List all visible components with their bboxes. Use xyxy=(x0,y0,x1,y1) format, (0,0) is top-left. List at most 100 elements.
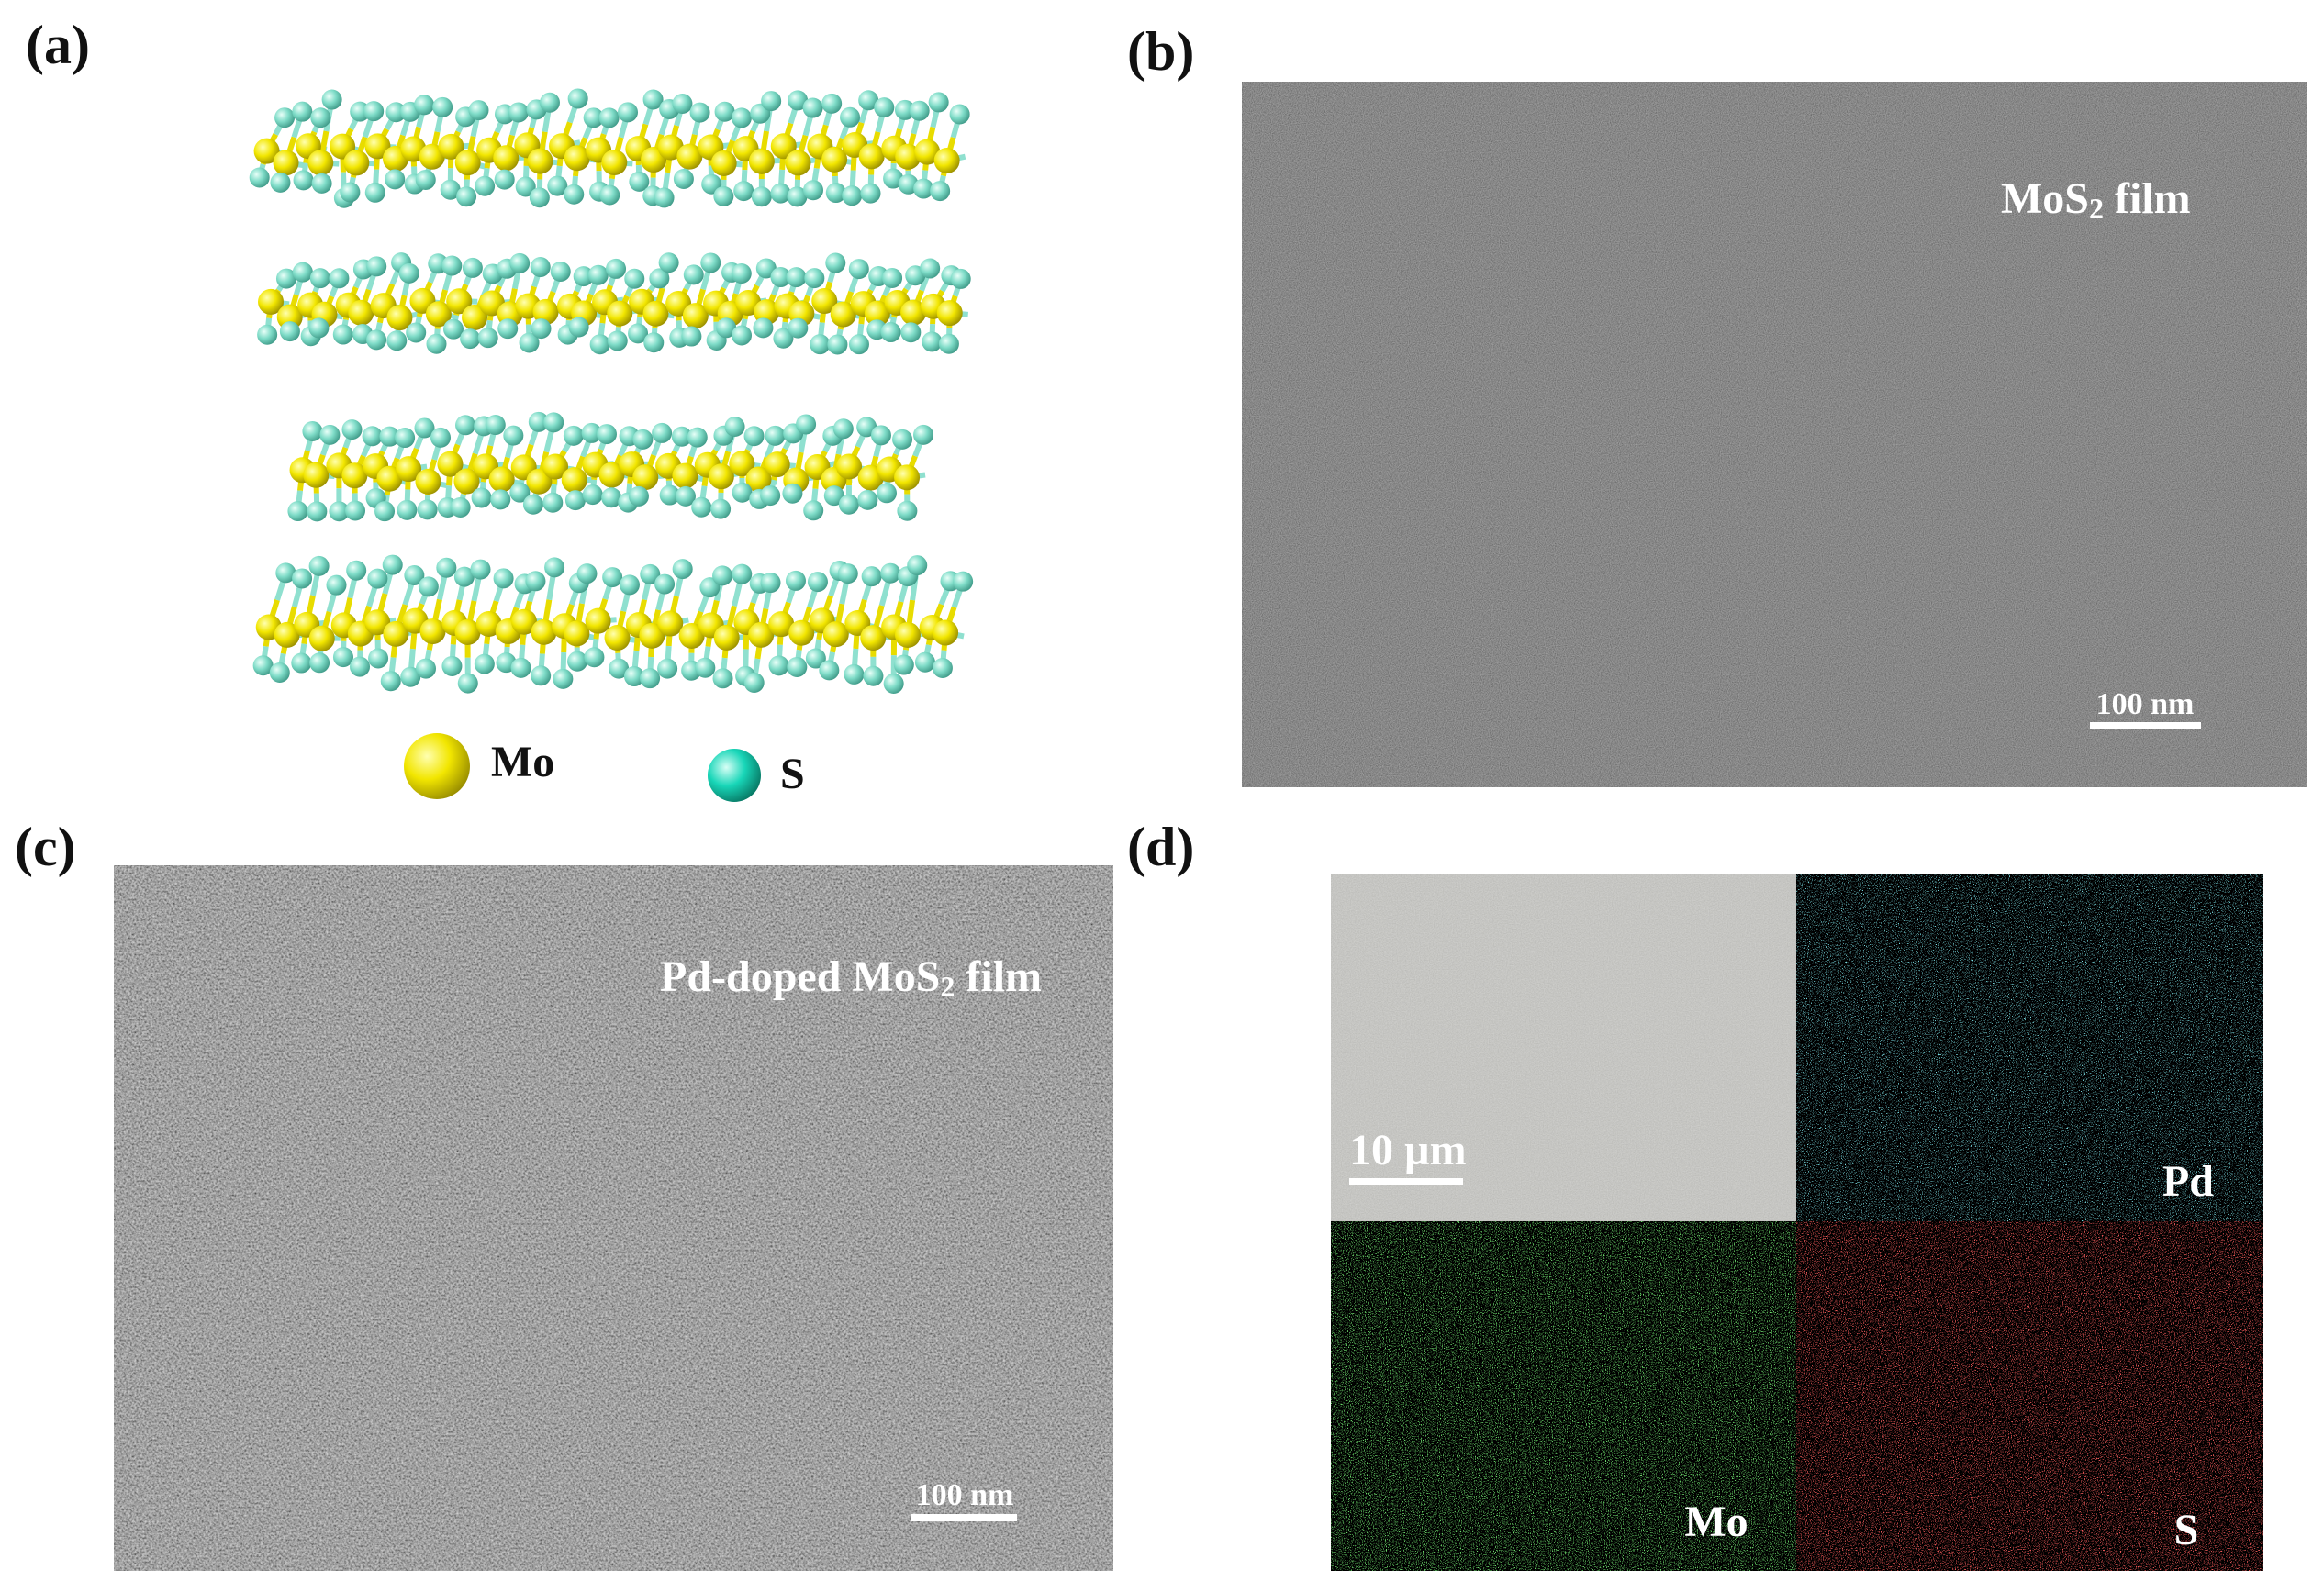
s-atom xyxy=(321,89,342,110)
s-atom xyxy=(430,427,452,448)
s-atom xyxy=(436,557,457,578)
s-atom xyxy=(257,324,278,345)
mo-atom xyxy=(527,148,553,174)
mo-atom xyxy=(343,150,370,176)
s-atom xyxy=(364,182,385,203)
s-atom xyxy=(543,412,564,433)
s-atom xyxy=(932,657,953,678)
mo-atom xyxy=(894,464,921,491)
s-atom xyxy=(474,653,495,674)
s-atom xyxy=(292,568,313,589)
mo-atom xyxy=(561,467,587,494)
s-atom xyxy=(332,647,353,668)
s-atom xyxy=(876,483,897,504)
s-atom xyxy=(567,651,588,672)
s-atom xyxy=(953,571,974,592)
s-atom xyxy=(804,268,825,289)
mo-atom xyxy=(748,148,775,174)
mo-atom xyxy=(676,143,703,170)
s-atom xyxy=(319,424,341,445)
s-atom xyxy=(938,333,959,354)
s-atom xyxy=(308,555,330,576)
mo-atom xyxy=(303,462,330,488)
mo-atom xyxy=(364,133,391,160)
s-atom xyxy=(494,169,515,190)
eds-map xyxy=(1331,1221,1796,1571)
s-atom xyxy=(768,655,789,676)
s-atom xyxy=(418,576,439,597)
s-atom xyxy=(440,179,461,200)
s-atom xyxy=(269,662,290,683)
s-atom xyxy=(293,170,314,191)
mo-atom xyxy=(836,453,863,480)
mo-atom xyxy=(419,143,445,170)
s-atom xyxy=(601,487,622,508)
s-atom xyxy=(584,647,605,668)
caption-text: Pd-doped MoS xyxy=(660,952,940,1001)
s-atom xyxy=(414,417,435,439)
mo-atom xyxy=(745,466,772,493)
caption-subscript: 2 xyxy=(940,970,955,1003)
mo-atom xyxy=(383,620,409,647)
s-atom xyxy=(550,261,571,282)
s-atom xyxy=(329,501,350,522)
legend-swatch xyxy=(404,733,470,799)
s-atom xyxy=(840,106,861,128)
s-atom xyxy=(400,666,421,687)
s-atom xyxy=(805,648,826,669)
s-atom xyxy=(382,554,403,575)
mo-atom xyxy=(454,150,481,176)
s-atom xyxy=(583,107,604,128)
s-atom xyxy=(683,264,704,285)
s-atom xyxy=(249,167,270,188)
s-atom xyxy=(657,658,678,679)
s-atom xyxy=(623,666,644,687)
s-atom xyxy=(950,268,971,289)
sem-image xyxy=(114,865,1113,1571)
sem-image xyxy=(1331,874,1796,1221)
s-atom xyxy=(485,415,506,436)
s-atom xyxy=(695,657,716,678)
s-atom xyxy=(825,252,846,273)
scale-bar-label: 100 nm xyxy=(916,1478,1014,1512)
caption-text: film xyxy=(966,952,1042,1001)
mo-atom xyxy=(860,625,887,651)
mo-atom xyxy=(900,299,927,326)
mo-atom xyxy=(526,468,553,495)
mo-atom xyxy=(639,622,665,649)
s-atom xyxy=(838,494,859,515)
mo-atom xyxy=(895,143,922,170)
s-atom xyxy=(363,101,385,122)
s-atom xyxy=(907,555,928,576)
s-atom xyxy=(432,96,453,117)
s-atom xyxy=(819,660,840,681)
s-atom xyxy=(329,268,350,289)
s-atom xyxy=(731,263,752,284)
s-atom xyxy=(510,657,531,678)
s-atom xyxy=(326,574,347,596)
s-atom xyxy=(287,501,308,522)
s-atom xyxy=(761,91,782,112)
mo-atom xyxy=(564,620,590,647)
mo-atom xyxy=(770,133,797,160)
mo-atom xyxy=(822,621,849,648)
s-atom xyxy=(270,172,291,193)
s-atom xyxy=(687,427,708,448)
s-atom xyxy=(308,317,330,339)
mo-atom xyxy=(585,607,611,634)
mo-atom xyxy=(542,453,569,480)
scale-bar xyxy=(2090,722,2201,729)
s-atom xyxy=(880,562,901,584)
s-atom xyxy=(848,334,869,355)
s-atom xyxy=(712,668,733,689)
s-atom xyxy=(632,429,654,450)
mo-atom xyxy=(933,619,959,646)
s-atom xyxy=(471,487,492,508)
mo-atom xyxy=(748,621,775,648)
panel-label: (d) xyxy=(1127,817,1194,877)
mo-atom xyxy=(258,288,285,315)
s-atom xyxy=(900,322,922,343)
s-atom xyxy=(415,658,436,679)
mo-atom xyxy=(729,451,755,477)
s-atom xyxy=(827,334,848,355)
